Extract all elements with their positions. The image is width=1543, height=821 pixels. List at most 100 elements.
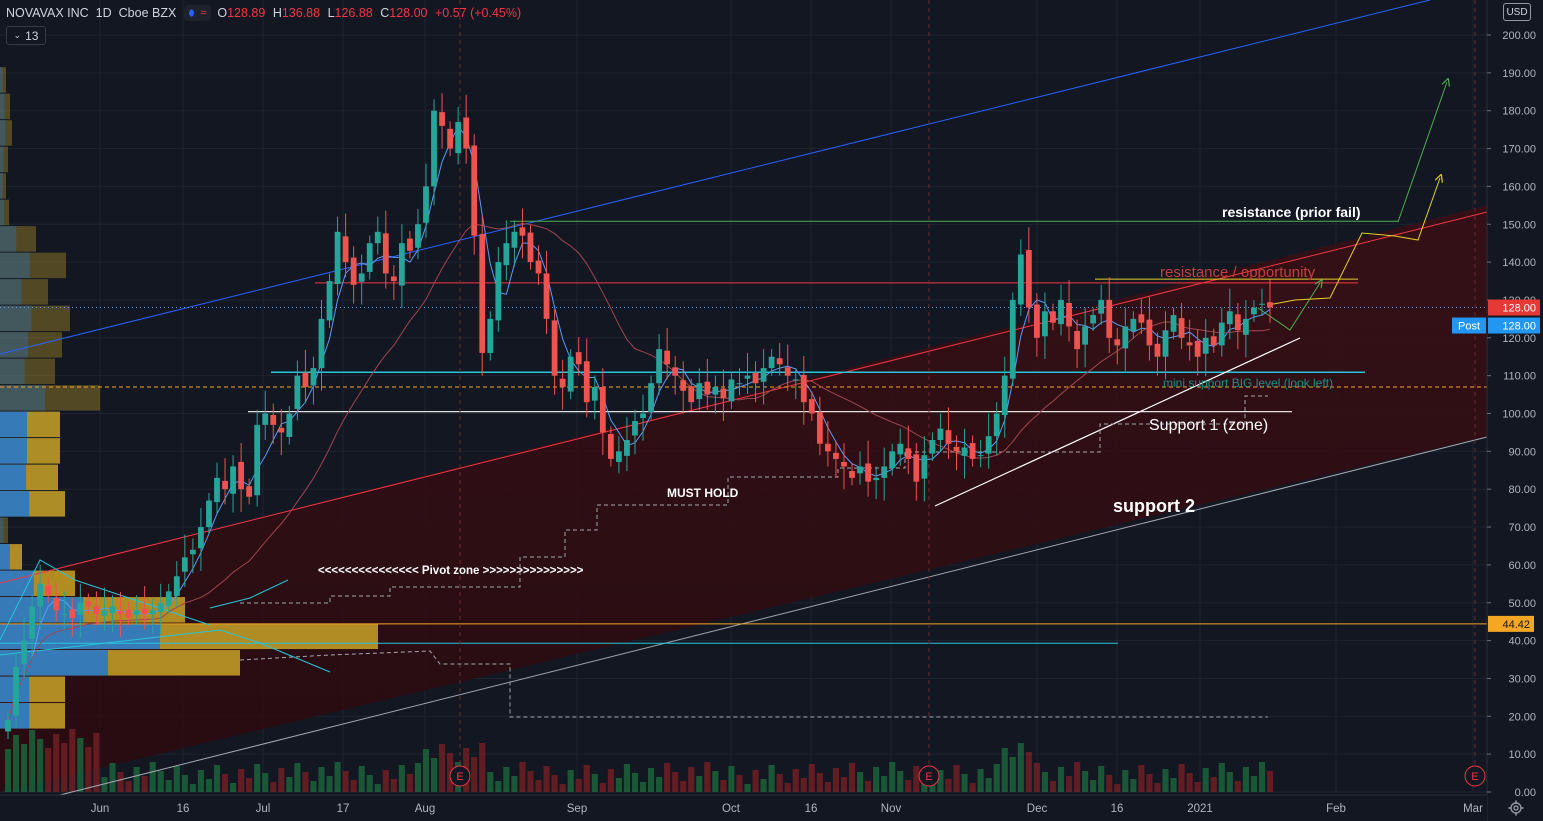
candle-body xyxy=(551,320,558,376)
candle-body xyxy=(897,443,904,455)
volume-bar xyxy=(1106,775,1113,792)
volume-profile-bar xyxy=(0,544,10,570)
volume-bar xyxy=(1218,763,1225,792)
volume-bar xyxy=(648,768,655,792)
candle-body xyxy=(728,379,735,402)
volume-bar xyxy=(1009,757,1016,792)
candle-body xyxy=(664,350,671,365)
candle xyxy=(511,220,518,267)
candle xyxy=(591,375,598,420)
currency-button[interactable]: USD xyxy=(1503,3,1531,21)
candle-body xyxy=(214,477,220,503)
candle-body xyxy=(849,471,855,478)
candle-body xyxy=(519,227,526,236)
volume-bar xyxy=(390,779,397,792)
candle-body xyxy=(21,640,27,665)
candle xyxy=(937,413,944,452)
time-tick-label: 16 xyxy=(177,803,190,815)
price-tick-label: 200.00 xyxy=(1502,30,1536,42)
indicators-toggle[interactable]: ⌄ 13 xyxy=(6,26,46,45)
volume-bars xyxy=(4,729,1274,792)
candle xyxy=(1202,318,1209,377)
annotation-label: resistance / opportunity xyxy=(1160,264,1316,281)
earnings-marker-label: E xyxy=(456,771,463,783)
candle-body xyxy=(945,430,952,444)
earnings-marker[interactable]: E xyxy=(449,765,471,787)
candle xyxy=(198,508,204,571)
price-axis[interactable]: 0.00 10.00 20.00 30.00 40.00 50.00 60.00 70.00 8… xyxy=(1452,0,1543,821)
volume-bar xyxy=(696,776,703,792)
candle-body xyxy=(688,386,695,403)
candle-body xyxy=(270,415,277,425)
candle xyxy=(1162,311,1169,380)
candle xyxy=(463,94,470,164)
last-price-label: 128.00 xyxy=(1502,303,1536,315)
candle xyxy=(559,359,566,410)
candle-body xyxy=(704,381,711,395)
candle xyxy=(310,356,317,405)
volume-bar xyxy=(117,772,124,792)
volume-bar xyxy=(125,781,132,792)
earnings-marker-label: E xyxy=(925,771,932,783)
candle-body xyxy=(656,349,662,384)
volume-bar xyxy=(254,764,261,792)
candle xyxy=(776,343,783,376)
market-status-pill[interactable]: ≈ xyxy=(184,5,212,21)
low-value: 126.88 xyxy=(334,6,373,20)
candle xyxy=(752,361,759,403)
pivot-teal-line xyxy=(0,559,211,641)
candle xyxy=(800,355,807,425)
candle-body xyxy=(463,117,470,149)
volume-bar xyxy=(157,771,164,792)
time-tick-label: 17 xyxy=(337,803,350,815)
candle xyxy=(1242,299,1249,358)
candle xyxy=(857,451,863,485)
candle-body xyxy=(1138,314,1145,323)
earnings-marker[interactable]: E xyxy=(918,765,940,787)
volume-bar xyxy=(294,763,301,792)
candle-body xyxy=(889,451,896,469)
price-tick-label: 60.00 xyxy=(1508,560,1536,572)
candle xyxy=(953,435,960,471)
candle-body xyxy=(1066,302,1072,327)
candle xyxy=(415,209,421,260)
candle xyxy=(431,99,437,206)
volume-bar xyxy=(141,776,148,792)
volume-bar xyxy=(656,777,663,792)
volume-bar xyxy=(1170,778,1177,792)
candle xyxy=(1259,288,1265,316)
candle xyxy=(736,368,743,396)
volume-bar xyxy=(350,780,357,792)
volume-bar xyxy=(21,744,28,792)
candle-body xyxy=(117,611,124,615)
candle xyxy=(101,587,108,631)
candle xyxy=(688,378,695,410)
candle xyxy=(278,408,285,456)
volume-profile-bar xyxy=(0,279,48,305)
volume-bar xyxy=(937,770,944,792)
candle xyxy=(1130,311,1137,339)
symbol-name[interactable]: NOVAVAX INC xyxy=(6,6,89,20)
volume-bar xyxy=(559,784,566,792)
candle xyxy=(286,405,293,445)
gear-icon[interactable] xyxy=(1508,800,1524,816)
volume-bar xyxy=(230,783,237,792)
volume-bar xyxy=(977,769,984,792)
timeframe-label[interactable]: 1D xyxy=(95,6,112,20)
candle-body xyxy=(937,428,944,440)
volume-bar xyxy=(768,765,775,792)
candle xyxy=(302,349,309,403)
time-axis[interactable]: Jun 16 Jul 17 Aug Sep Oct 16 Nov Dec 16 2021 Feb Mar xyxy=(0,794,1487,821)
candle xyxy=(993,402,1000,456)
candle xyxy=(1033,293,1040,357)
channel-fill-area xyxy=(0,205,1487,792)
earnings-marker[interactable]: E xyxy=(1464,765,1486,787)
time-tick-label: Dec xyxy=(1027,803,1048,815)
volume-profile xyxy=(0,67,378,729)
candle xyxy=(889,443,896,476)
candle-body xyxy=(455,122,462,154)
candle xyxy=(519,208,526,259)
annotation-label: <<<<<<<<<<<<<<< Pivot zone >>>>>>>>>>>>>… xyxy=(318,565,584,577)
candle xyxy=(1058,284,1064,336)
